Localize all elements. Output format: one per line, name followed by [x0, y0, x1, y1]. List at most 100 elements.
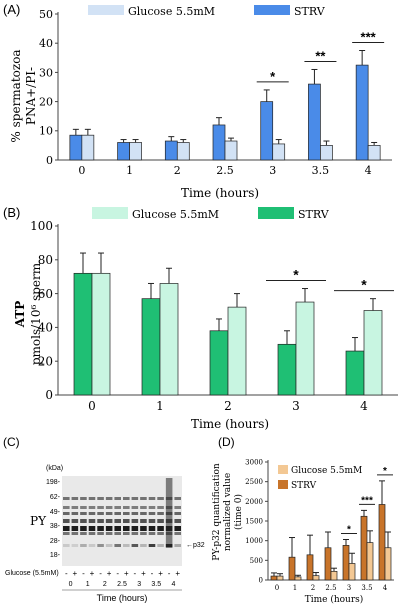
lane-sign: - [134, 569, 137, 578]
y-tick-label: 0 [46, 154, 53, 167]
legend-a: Glucose 5.5mM STRV [88, 5, 326, 18]
lane-sign: + [90, 569, 95, 578]
bar-glucose [91, 272, 111, 396]
blot-band [114, 512, 121, 515]
bar-glucose [129, 142, 142, 161]
blot-band [80, 532, 87, 535]
bar-strv [212, 124, 226, 161]
bar-strv [117, 142, 130, 161]
mw-marker-label: 62- [50, 494, 61, 501]
mw-marker-label: 38- [50, 523, 61, 530]
blot-band [80, 512, 87, 515]
blot-band [123, 512, 130, 515]
blot-band [148, 532, 156, 535]
bar-strv [69, 134, 83, 161]
y-tick-label: 2500 [245, 478, 263, 486]
blot-band [140, 526, 147, 531]
lane-time-label: 0 [69, 581, 73, 588]
x-tick-label: 0 [275, 584, 279, 592]
bar-strv [270, 575, 278, 581]
blot-band [63, 512, 70, 515]
mw-marker-label: 198- [46, 479, 61, 486]
bar-strv [141, 298, 161, 396]
blot-band [97, 532, 104, 535]
significance-marker: ** [315, 48, 326, 63]
blot-band [174, 497, 181, 500]
bar-strv [164, 140, 178, 161]
panel-c: (C) (kDa) PY 198- 62- 49- 38- 28- 18- ←p32 Gl… [3, 435, 205, 603]
blot-band [97, 519, 104, 523]
y-tick-label: 80 [38, 253, 53, 267]
blot-band [71, 519, 79, 523]
blot-band [123, 532, 130, 535]
lane-sign: - [151, 569, 154, 578]
blot-band [114, 519, 121, 523]
blot-band [140, 512, 147, 515]
glucose-label: Glucose (5.5mM) [5, 570, 59, 577]
blot-band [123, 526, 130, 531]
blot-band [114, 497, 121, 500]
x-tick-label: 1 [293, 584, 297, 592]
bar-glucose [159, 283, 179, 396]
blot-band [97, 497, 104, 500]
significance-marker: * [383, 466, 387, 477]
legend-label-glucose: Glucose 5.5mM [291, 466, 362, 476]
blot-band [174, 512, 181, 515]
mw-marker-label: 18- [50, 552, 61, 559]
blot-band [88, 526, 96, 531]
significance-marker: * [270, 69, 276, 84]
lane-sign: - [65, 569, 68, 578]
bar-glucose [367, 145, 381, 161]
y-tick-label: 3000 [245, 458, 263, 466]
blot-band [131, 512, 139, 515]
bar-strv [345, 350, 365, 396]
bar-strv [378, 504, 386, 581]
blot-band [148, 497, 156, 500]
blot-band [131, 497, 139, 500]
y-tick-label: 60 [38, 287, 53, 301]
x-axis-label-a: Time (hours) [181, 186, 259, 200]
lane-time-label: 1 [86, 581, 90, 588]
legend-d: Glucose 5.5mM STRV [278, 465, 362, 491]
y-tick-label: 500 [250, 557, 263, 565]
bar-glucose [176, 142, 190, 161]
blot-band [148, 506, 156, 509]
blot-band [114, 526, 121, 531]
y-tick-label: 1000 [245, 537, 263, 545]
p32-band [123, 544, 130, 547]
bar-glucose [384, 547, 392, 581]
legend-label-strv: STRV [294, 5, 326, 18]
lane-sign: - [116, 569, 119, 578]
lane-time-label: 2.5 [117, 581, 127, 588]
x-tick-label: 2 [224, 399, 232, 413]
blot-band [148, 512, 156, 515]
blot-band [174, 532, 181, 535]
bar-glucose [224, 140, 238, 161]
y-axis-label-d-line1: PY-p32 quantification [212, 463, 222, 561]
x-axis-label-d: Time (hours) [305, 594, 364, 605]
lane-signs: - + - + - + - + - + - + - + [65, 569, 180, 578]
blot-band [131, 506, 139, 509]
bar-strv [342, 545, 350, 581]
lane-sign: + [124, 569, 129, 578]
lane-time-label: 2 [103, 581, 107, 588]
blot-band [80, 519, 87, 523]
blot-band [63, 497, 70, 500]
legend-swatch-strv [258, 207, 294, 219]
blot-x-label: Time (hours) [97, 593, 148, 603]
blot-membrane [62, 476, 182, 566]
blot-band [63, 526, 70, 531]
panel-a: (A) Glucose 5.5mM STRV % spermatozoa PNA… [3, 2, 392, 200]
blot-band [174, 519, 181, 523]
p32-band [157, 544, 164, 547]
bar-strv [260, 101, 274, 161]
blot-band [140, 519, 147, 523]
blot-band [80, 497, 87, 500]
blot-band [157, 526, 164, 531]
blot-band [71, 526, 79, 531]
lane-sign: - [168, 569, 171, 578]
bar-strv [308, 83, 321, 161]
bar-glucose [320, 145, 333, 161]
blot-band [148, 519, 156, 523]
